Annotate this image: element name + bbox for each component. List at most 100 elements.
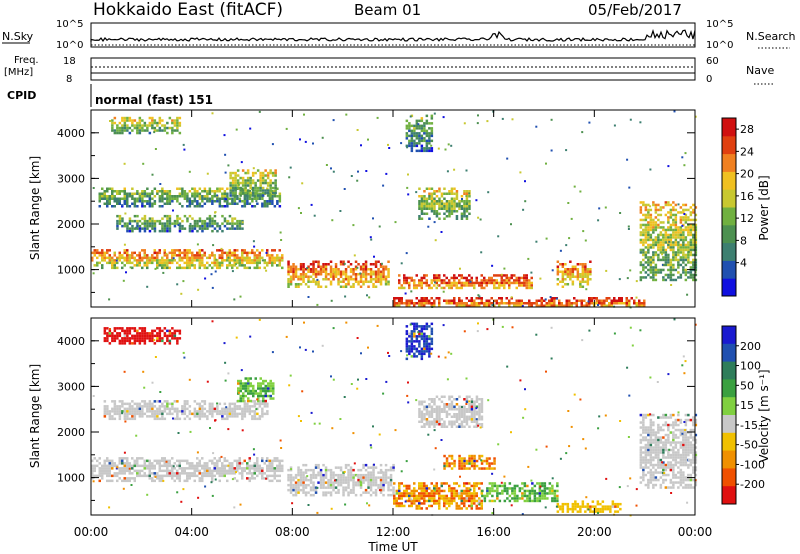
velocity-cell [178,479,181,483]
power-cell [453,281,456,285]
velocity-cell [425,487,428,490]
power-cell [234,184,237,187]
velocity-cell [405,494,408,498]
power-cell [365,170,368,172]
power-cell [233,261,236,265]
velocity-cell [438,408,441,411]
power-cell [377,280,380,283]
velocity-cell [106,332,109,335]
velocity-cell [551,489,554,493]
velocity-cell [133,334,137,338]
power-cell [652,241,655,244]
velocity-cell [247,377,250,380]
velocity-cell [480,504,483,508]
power-cell [111,121,114,125]
power-cell [409,115,412,118]
power-cell [111,195,114,198]
velocity-cell [141,415,144,418]
power-cell [566,268,570,271]
velocity-cell [121,472,124,475]
power-cell [684,221,688,224]
power-cell [374,278,378,281]
freq-label: Freq. [14,55,39,66]
velocity-cell [216,472,219,475]
velocity-cell [158,334,162,338]
power-cell [652,261,655,264]
power-cell [535,125,538,128]
power-cell [657,271,660,274]
power-cell [639,208,643,212]
velocity-cell [201,415,204,418]
velocity-cell [237,399,240,403]
power-cell [123,256,126,260]
power-cell [158,229,162,233]
power-cell [398,304,401,307]
power-cell [694,246,698,249]
power-cell [213,214,217,218]
velocity-cell [304,483,308,487]
velocity-cell [420,494,423,498]
velocity-cell [178,462,181,465]
power-cell [642,218,645,222]
velocity-cell [297,486,300,489]
power-cell [93,264,96,267]
power-cell [92,187,95,189]
velocity-cell [203,402,207,406]
power-cell [453,302,456,305]
velocity-cell [218,457,221,460]
power-cell [206,224,209,228]
power-cell [309,280,313,283]
power-cell [136,131,139,135]
power-cell [126,116,129,120]
velocity-cell [297,471,300,474]
velocity-cell [183,407,187,411]
velocity-cell [269,389,272,393]
power-cell [382,275,385,278]
power-cell [677,233,680,237]
power-cell [221,192,224,195]
velocity-cell [278,479,281,483]
power-cell [186,261,189,265]
power-cell [343,188,346,190]
velocity-cell [508,482,512,485]
power-cell [218,224,222,228]
velocity-cell [266,410,269,413]
power-cell [271,249,274,252]
velocity-cell [364,473,368,477]
velocity-cell [496,497,499,500]
power-cell [576,275,580,278]
velocity-cell [304,491,308,494]
velocity-cell [513,499,517,503]
power-cell [677,231,680,234]
velocity-cell [329,491,333,494]
power-cell [475,276,478,280]
power-cell [143,227,147,230]
velocity-cell [91,472,94,475]
velocity-cell [317,481,320,484]
velocity-cell [238,405,242,408]
velocity-cell [251,472,254,475]
velocity-cell [337,466,340,469]
power-cell [367,273,370,276]
power-cell [136,197,139,200]
velocity-cell [400,502,403,505]
velocity-cell [423,405,426,408]
power-cell [413,302,416,305]
power-cell [264,191,267,195]
power-cell [689,238,693,242]
velocity-cell [153,464,156,468]
power-cell [420,147,424,150]
power-cell [186,251,189,255]
power-cell [231,266,234,270]
velocity-cell [233,402,237,406]
velocity-cell [299,473,303,477]
velocity-cell [395,489,398,493]
power-cell [231,219,234,223]
power-cell [211,202,214,205]
power-cell [500,279,503,282]
velocity-cell [173,474,176,478]
power-cell [178,227,182,230]
velocity-cell [223,459,226,463]
velocity-cell [118,339,122,343]
power-cell [445,281,448,285]
